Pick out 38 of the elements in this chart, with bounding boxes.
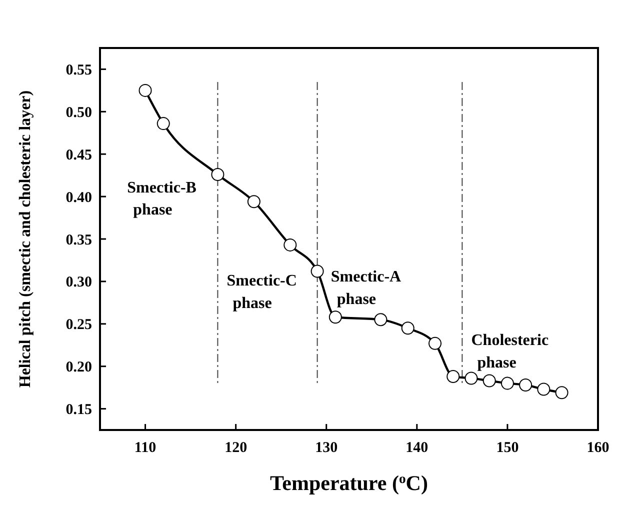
x-axis-title: Temperature ($^{o}$C) (270, 470, 428, 495)
y-tick-label: 0.55 (66, 62, 92, 78)
annotation: Cholesteric phase (471, 332, 549, 372)
point (500, 376, 514, 390)
point (428, 336, 442, 350)
point (328, 310, 342, 324)
y-tick-label: 0.30 (66, 274, 92, 291)
point (401, 322, 414, 335)
point (555, 386, 568, 400)
x-tick-label: 150 (496, 440, 519, 456)
point (156, 117, 170, 130)
y-axis-title: Helical pitch (smectic and cholesteric layer) (17, 90, 34, 388)
point (519, 378, 532, 392)
x-tick-label: 130 (315, 440, 338, 456)
point (537, 382, 550, 396)
x-tick-label: 110 (134, 440, 156, 456)
point (464, 372, 478, 385)
point (211, 168, 224, 181)
y-tick-label: 0.20 (66, 360, 92, 376)
point (374, 313, 388, 326)
x-tick-label: 160 (586, 440, 610, 456)
y-tick-label: 0.35 (66, 232, 92, 248)
annotation: Smectic-A phase (330, 268, 402, 308)
x-tick-label: 120 (224, 440, 248, 456)
annotation: Smectic-B phase (127, 179, 197, 219)
x-tick-label: 140 (406, 440, 428, 456)
point (138, 84, 152, 97)
annotation: Smectic-C phase (226, 272, 297, 312)
point (446, 370, 460, 384)
y-tick-label: 0.40 (66, 190, 92, 206)
point (284, 238, 297, 252)
y-tick-label: 0.45 (66, 147, 92, 164)
point (247, 195, 260, 208)
y-tick-label: 0.15 (66, 402, 92, 418)
point (482, 374, 496, 388)
point (310, 264, 324, 278)
y-tick-label: 0.50 (66, 104, 92, 121)
y-tick-label: 0.25 (66, 317, 92, 334)
